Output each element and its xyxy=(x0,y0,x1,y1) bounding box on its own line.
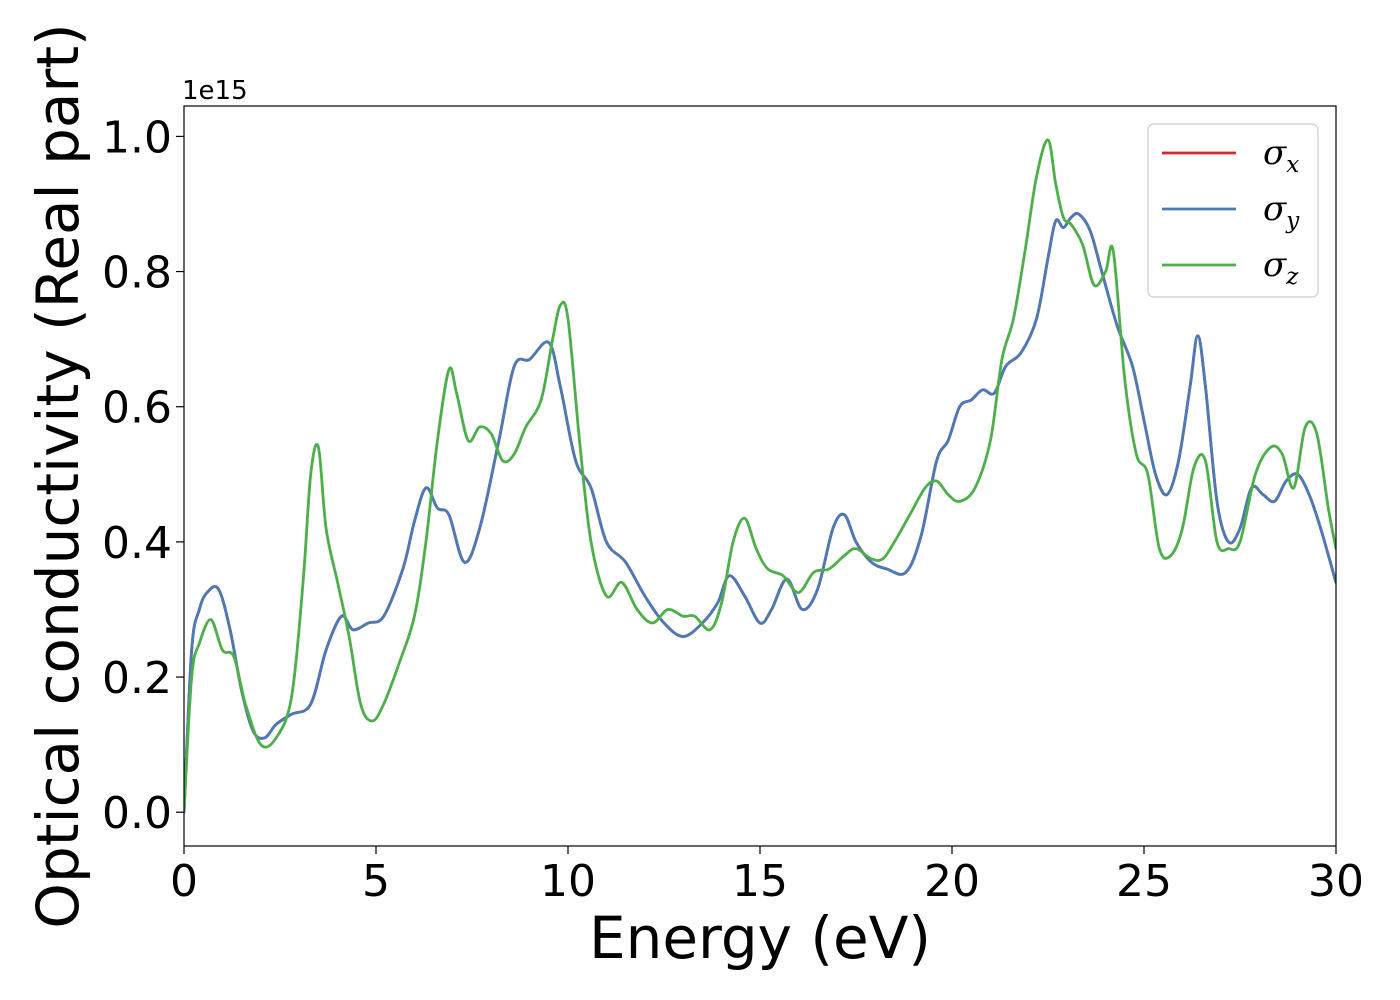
y-tick-label: 0.2 xyxy=(102,653,172,704)
x-tick-label: 15 xyxy=(732,856,788,907)
y-tick-label: 0.8 xyxy=(102,248,172,299)
x-tick-label: 20 xyxy=(924,856,980,907)
y-tick-label: 0.0 xyxy=(102,788,172,839)
series-line-z xyxy=(184,138,1336,814)
x-axis-title: Energy (eV) xyxy=(589,904,931,972)
y-axis-title: Optical conductivity (Real part) xyxy=(24,23,92,928)
x-tick-label: 30 xyxy=(1308,856,1364,907)
x-tick-label: 10 xyxy=(540,856,596,907)
y-axis: 0.0 0.2 0.4 0.6 0.8 1.0 xyxy=(102,112,184,839)
y-tick-label: 1.0 xyxy=(102,112,172,163)
y-offset-label: 1e15 xyxy=(182,76,248,106)
x-axis: 0 5 10 15 20 25 30 xyxy=(170,846,1364,907)
legend-box xyxy=(1147,123,1319,298)
y-tick-label: 0.6 xyxy=(102,383,172,434)
x-tick-label: 5 xyxy=(362,856,390,907)
x-tick-label: 25 xyxy=(1116,856,1172,907)
series-layer xyxy=(184,138,1336,814)
series-line-y xyxy=(184,212,1336,814)
y-tick-label: 0.4 xyxy=(102,518,172,569)
x-tick-label: 0 xyxy=(170,856,198,907)
